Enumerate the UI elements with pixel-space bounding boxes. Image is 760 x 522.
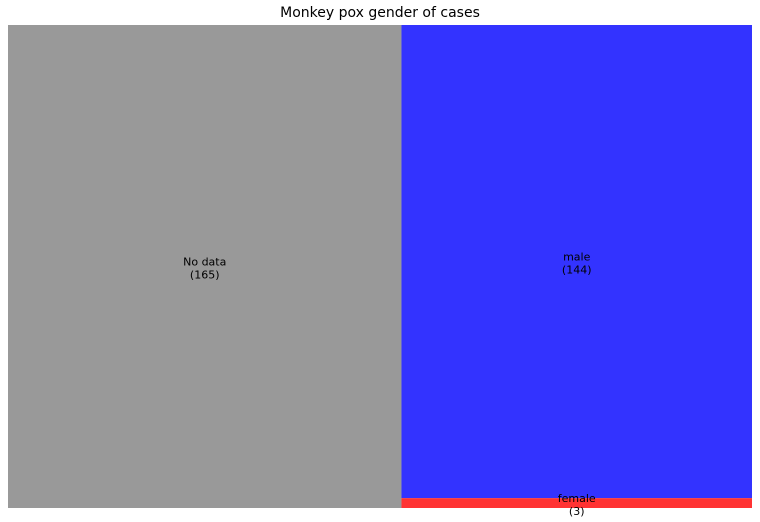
tile-label-no-data: No data (165) [183,256,226,282]
tile-male [401,25,752,499]
tile-label-male: male (144) [562,251,592,277]
chart-title: Monkey pox gender of cases [280,5,480,21]
tile-name-male: male [563,251,591,264]
tile-label-female: female (3) [558,492,596,518]
tile-no-data [8,25,402,508]
tile-value-no-data: (165) [190,269,220,282]
tile-female [401,498,752,508]
tile-value-female: (3) [569,505,585,518]
tile-name-no-data: No data [183,256,226,269]
tile-value-male: (144) [562,264,592,277]
tile-name-female: female [558,492,596,505]
